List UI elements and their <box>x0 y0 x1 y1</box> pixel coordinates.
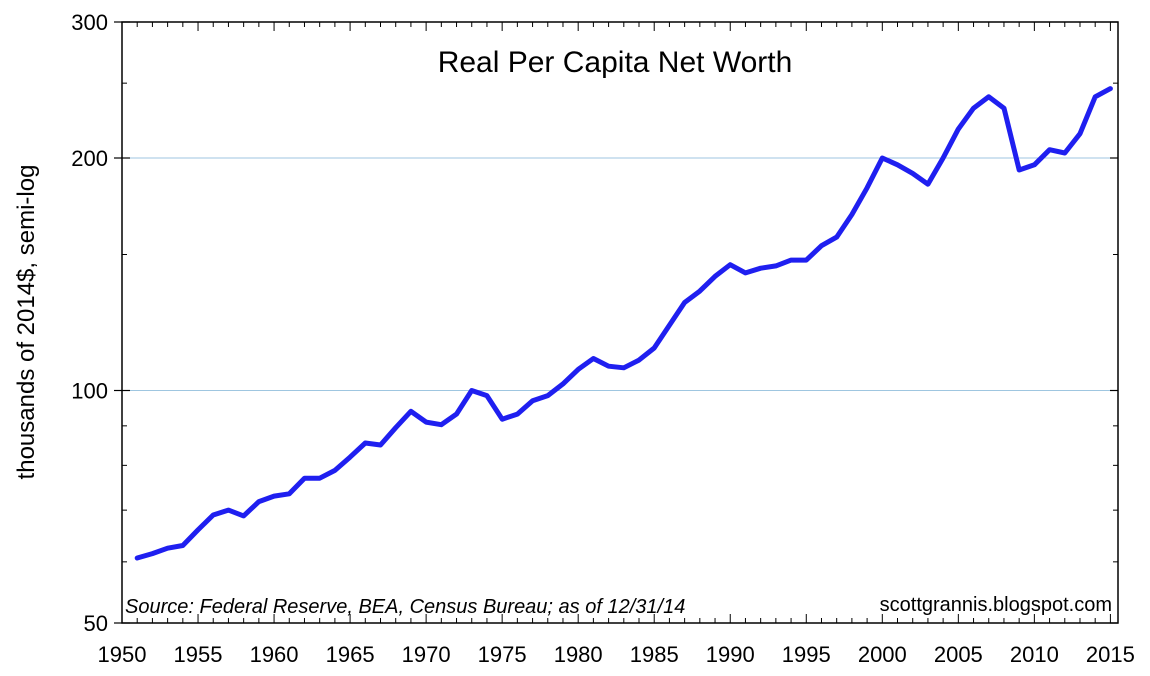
x-tick-label: 1965 <box>326 642 375 667</box>
x-tick-label: 1950 <box>98 642 147 667</box>
y-tick-label: 300 <box>71 10 108 35</box>
y-axis-label: thousands of 2014$, semi-log <box>13 165 40 480</box>
x-tick-label: 1980 <box>554 642 603 667</box>
x-tick-label: 2000 <box>858 642 907 667</box>
y-axis: 50 100 200 300 <box>71 10 1118 636</box>
y-tick-label: 100 <box>71 379 108 404</box>
y-tick-label: 50 <box>84 611 108 636</box>
data-series <box>134 86 1113 561</box>
plot-frame <box>121 21 1119 624</box>
x-axis: 1950 1955 1960 1965 1970 1975 1980 1985 1990 1995… <box>98 22 1135 667</box>
chart-title: Real Per Capita Net Worth <box>438 46 793 79</box>
source-note: Source: Federal Reserve, BEA, Census Bur… <box>125 596 685 618</box>
y-tick-label: 200 <box>71 146 108 171</box>
x-tick-label: 2010 <box>1010 642 1059 667</box>
x-tick-label: 1955 <box>174 642 223 667</box>
x-tick-label: 1960 <box>250 642 299 667</box>
x-tick-label: 1985 <box>630 642 679 667</box>
x-tick-label: 2015 <box>1086 642 1135 667</box>
x-tick-label: 1990 <box>706 642 755 667</box>
x-tick-label: 1970 <box>402 642 451 667</box>
x-tick-label: 1995 <box>782 642 831 667</box>
series-line <box>134 86 1113 561</box>
gridlines <box>122 157 1118 392</box>
x-tick-label: 2005 <box>934 642 983 667</box>
x-tick-label: 1975 <box>478 642 527 667</box>
watermark: scottgrannis.blogspot.com <box>880 594 1112 616</box>
